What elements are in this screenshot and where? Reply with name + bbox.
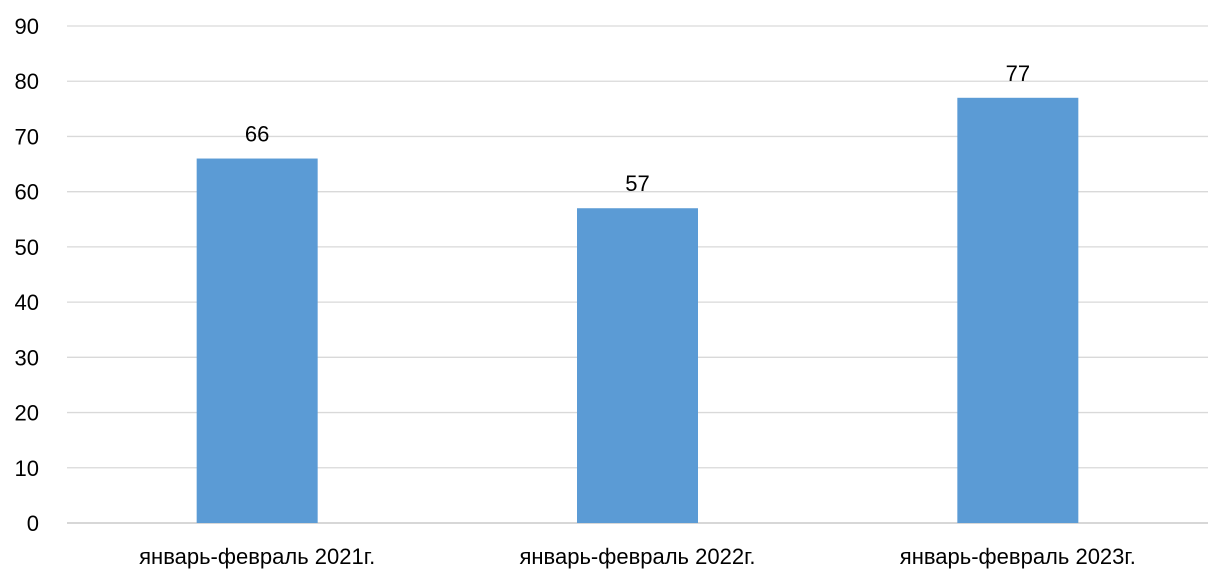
y-tick-label: 80 [15,69,39,94]
y-axis-tick-labels: 0 10 20 30 40 50 60 70 80 90 [15,14,39,536]
y-tick-label: 10 [15,456,39,481]
data-label: 66 [245,122,269,147]
y-tick-label: 60 [15,180,39,205]
data-label: 77 [1006,61,1030,86]
data-labels: 66 57 77 [245,61,1030,196]
x-tick-label: январь-февраль 2022г. [519,544,755,569]
y-tick-label: 30 [15,345,39,370]
bar [957,97,1079,524]
x-tick-label: январь-февраль 2021г. [139,544,375,569]
bar [577,208,698,523]
bar [196,158,318,524]
y-tick-label: 20 [15,401,39,426]
x-axis-tick-labels: январь-февраль 2021г. январь-февраль 2022… [139,544,1136,569]
data-label: 57 [625,171,649,196]
y-tick-label: 90 [15,14,39,39]
y-tick-label: 50 [15,235,39,260]
y-tick-label: 70 [15,124,39,149]
bars [196,97,1079,524]
x-tick-label: январь-февраль 2023г. [900,544,1136,569]
y-tick-label: 40 [15,290,39,315]
y-tick-label: 0 [27,511,39,536]
